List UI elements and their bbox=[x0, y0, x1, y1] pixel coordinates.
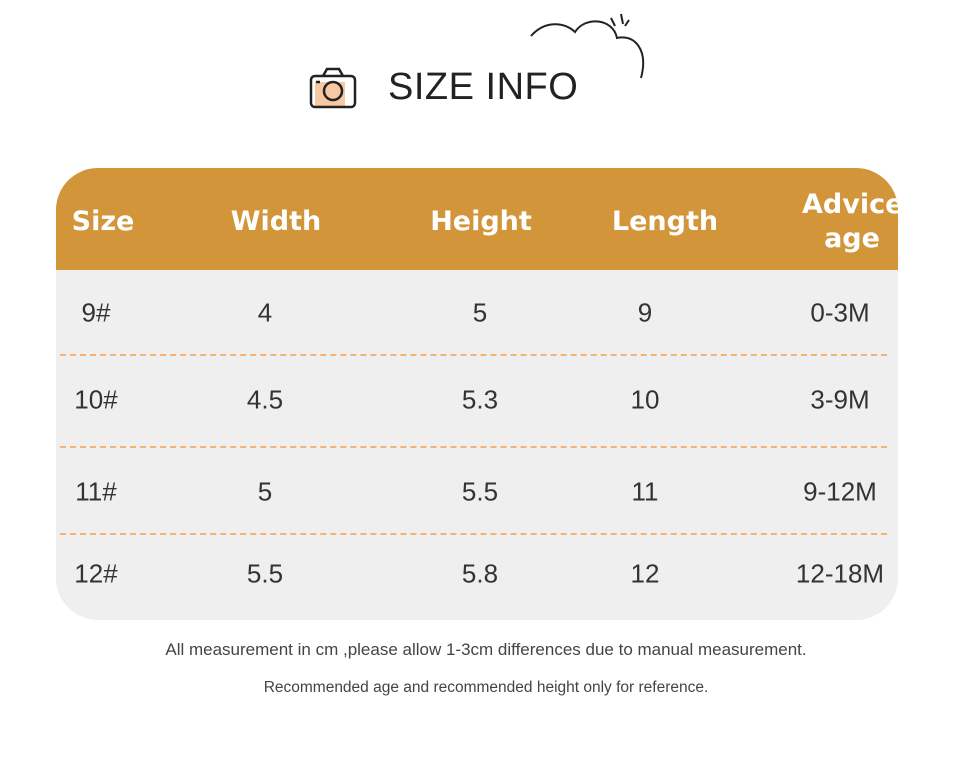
column-header: Size bbox=[71, 206, 135, 237]
table-cell: 12 bbox=[630, 558, 660, 589]
table-cell: 5 bbox=[257, 476, 273, 507]
table-cell: 11# bbox=[75, 476, 117, 507]
table-cell: 9 bbox=[637, 297, 653, 328]
table-cell: 5.5 bbox=[246, 558, 284, 589]
row-divider bbox=[60, 446, 887, 448]
table-cell: 3-9M bbox=[810, 384, 870, 415]
table-cell: 5 bbox=[472, 297, 488, 328]
row-divider bbox=[60, 354, 887, 356]
table-cell: 5.3 bbox=[461, 384, 499, 415]
table-cell: 11 bbox=[631, 476, 659, 507]
table-cell: 10 bbox=[630, 384, 660, 415]
row-divider bbox=[60, 533, 887, 535]
table-cell: 9-12M bbox=[803, 476, 877, 507]
column-header: Advice age bbox=[802, 189, 898, 254]
size-table: Size Width Height Length Advice age 9# 4 5 9 0-3M… bbox=[56, 168, 898, 620]
note: All measurement in cm ,please allow 1-3c… bbox=[165, 640, 807, 659]
table-cell: 12-18M bbox=[795, 558, 885, 589]
table-cell: 12# bbox=[74, 558, 118, 589]
table-cell: 5.8 bbox=[461, 558, 499, 589]
table-cell: 0-3M bbox=[810, 297, 870, 328]
title: SIZE INFO bbox=[388, 66, 579, 108]
column-header: Height bbox=[430, 206, 532, 237]
table-cell: 9# bbox=[81, 297, 111, 328]
table-header bbox=[56, 168, 898, 270]
table-cell: 4 bbox=[257, 297, 273, 328]
table-cell: 5.5 bbox=[461, 476, 499, 507]
table-cell: 10# bbox=[74, 384, 118, 415]
camera-icon bbox=[309, 67, 357, 109]
table-cell: 4.5 bbox=[246, 384, 284, 415]
column-header: Width bbox=[230, 206, 322, 237]
note: Recommended age and recommended height o… bbox=[263, 679, 709, 696]
column-header: Length bbox=[611, 206, 719, 237]
cloud-doodle bbox=[530, 13, 645, 79]
